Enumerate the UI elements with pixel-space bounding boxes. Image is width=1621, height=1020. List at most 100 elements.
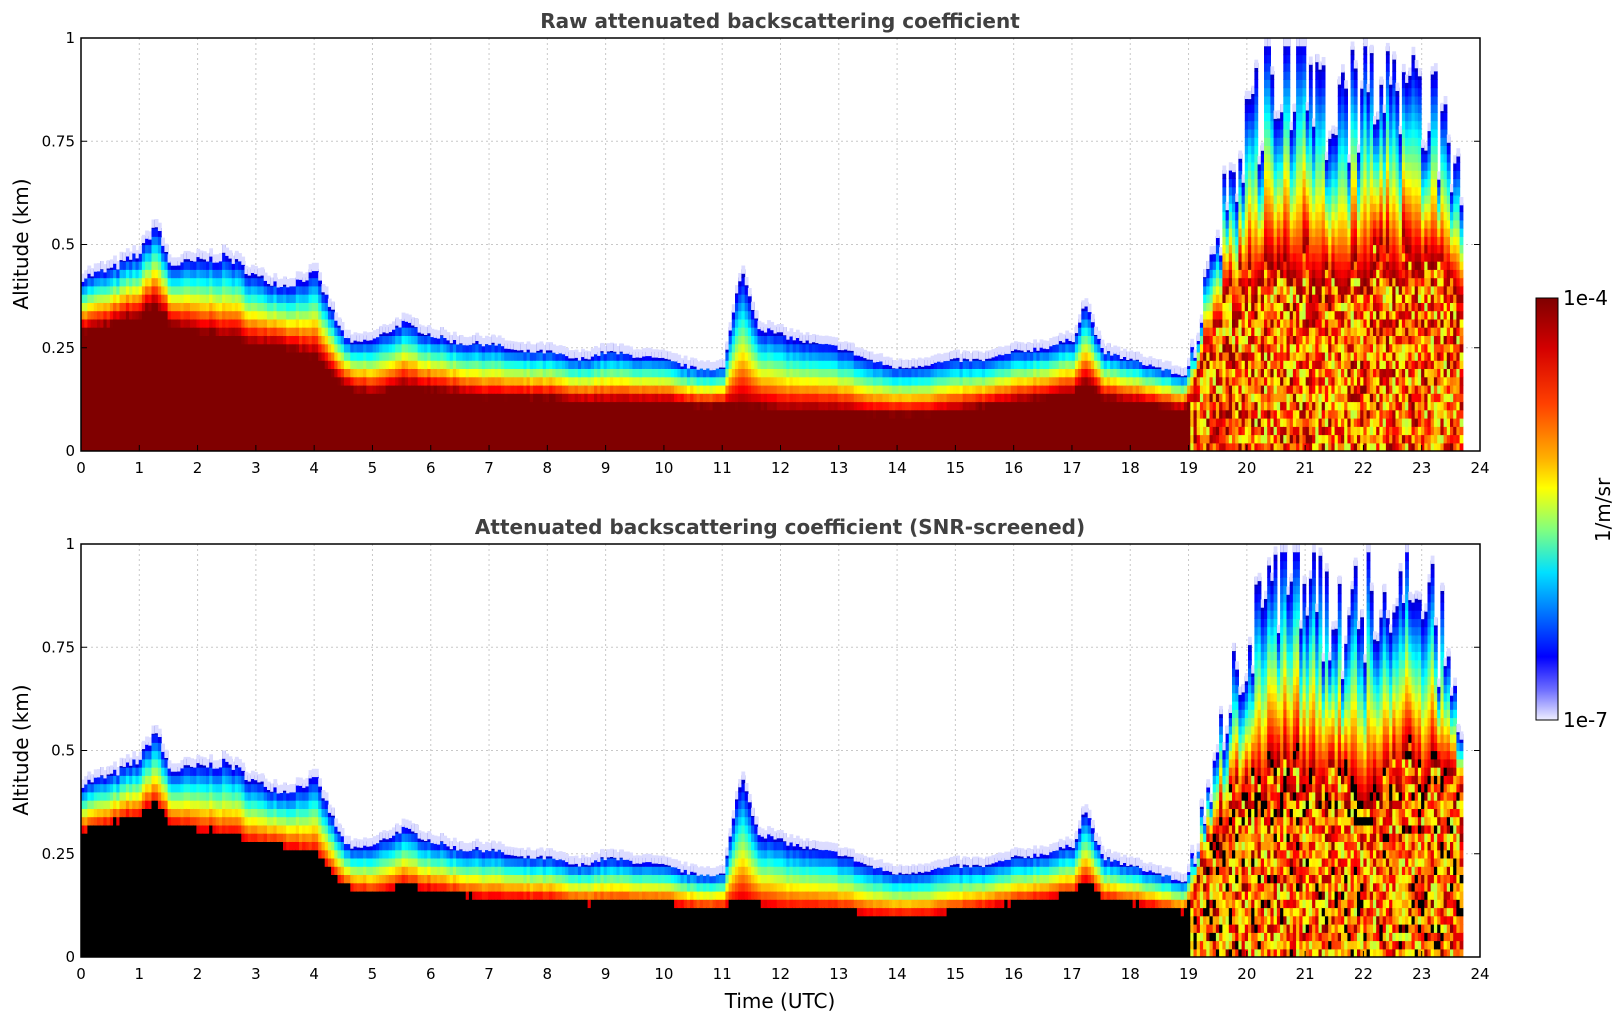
heatmap-cell [366, 368, 371, 378]
heatmap-cell [411, 393, 415, 403]
heatmap-cell [289, 278, 294, 287]
heatmap-cell [315, 360, 319, 369]
heatmap-cell [260, 318, 265, 328]
heatmap-cell [193, 269, 197, 279]
heatmap-cell [164, 343, 169, 353]
heatmap-cell [318, 384, 322, 394]
heatmap-cell [856, 401, 861, 411]
heatmap-cell [340, 384, 345, 394]
heatmap-cell [757, 327, 762, 336]
heatmap-cell [901, 384, 906, 394]
heatmap-cell [145, 360, 149, 369]
heatmap-cell [273, 434, 278, 444]
heatmap-cell [122, 418, 127, 427]
heatmap-cell [305, 318, 310, 328]
heatmap-cell [180, 401, 185, 411]
heatmap-cell [1042, 393, 1047, 403]
heatmap-cell [283, 393, 287, 403]
heatmap-cell [299, 384, 303, 394]
heatmap-cell [327, 335, 332, 345]
heatmap-cell [869, 442, 874, 451]
heatmap-cell [1039, 360, 1044, 369]
heatmap-cell [177, 277, 181, 287]
heatmap-cell [376, 401, 380, 411]
heatmap-cell [1014, 368, 1018, 378]
heatmap-cell [247, 409, 252, 419]
heatmap-cell [392, 434, 396, 444]
heatmap-cell [789, 360, 794, 369]
heatmap-cell [276, 442, 281, 451]
heatmap-cell [949, 442, 954, 451]
heatmap-cell [488, 360, 492, 369]
heatmap-cell [244, 302, 249, 312]
heatmap-cell [157, 418, 162, 427]
heatmap-cell [885, 434, 890, 444]
heatmap-cell [674, 409, 678, 419]
heatmap-cell [218, 401, 223, 411]
heatmap-cell [311, 409, 316, 419]
heatmap-cell [100, 368, 104, 378]
heatmap-cell [876, 353, 880, 362]
heatmap-cell [199, 269, 204, 279]
heatmap-cell [81, 273, 85, 282]
heatmap-cell [642, 360, 646, 369]
heatmap-cell [638, 384, 643, 394]
heatmap-cell [250, 285, 255, 295]
heatmap-cell [497, 418, 502, 427]
heatmap-cell [850, 434, 855, 444]
heatmap-cell [741, 302, 746, 312]
heatmap-cell [491, 368, 496, 378]
heatmap-cell [459, 335, 464, 344]
heatmap-cell [97, 263, 101, 272]
heatmap-cell [590, 426, 595, 436]
heatmap-cell [183, 261, 188, 270]
heatmap-cell [263, 277, 268, 287]
heatmap-cell [892, 409, 896, 419]
heatmap-cell [154, 393, 159, 403]
heatmap-cell [167, 360, 172, 369]
heatmap-cell [283, 294, 287, 303]
heatmap-cell [87, 360, 92, 369]
heatmap-cell [366, 351, 371, 361]
heatmap-cell [356, 401, 361, 411]
heatmap-cell [228, 261, 233, 270]
heatmap-cell [292, 442, 297, 451]
heatmap-cell [164, 442, 169, 451]
heatmap-cell [199, 442, 204, 451]
heatmap-cell [831, 401, 835, 411]
heatmap-cell [600, 418, 605, 427]
heatmap-cell [930, 409, 935, 419]
heatmap-cell [834, 376, 839, 386]
heatmap-cell [728, 335, 733, 345]
heatmap-cell [206, 302, 210, 312]
heatmap-cell [260, 376, 265, 386]
heatmap-cell [141, 401, 146, 411]
heatmap-cell [276, 368, 281, 378]
heatmap-cell [443, 393, 448, 403]
heatmap-cell [978, 442, 983, 451]
heatmap-cell [1007, 351, 1012, 361]
heatmap-cell [283, 409, 287, 419]
heatmap-cell [594, 418, 598, 427]
heatmap-cell [106, 285, 111, 295]
heatmap-cell [206, 253, 210, 262]
heatmap-cell [308, 264, 313, 273]
heatmap-cell [683, 442, 688, 451]
heatmap-cell [174, 351, 178, 361]
heatmap-cell [491, 442, 496, 451]
heatmap-cell [222, 277, 226, 287]
heatmap-cell [619, 376, 624, 386]
heatmap-cell [218, 409, 223, 419]
heatmap-cell [376, 328, 380, 338]
heatmap-cell [164, 368, 169, 378]
heatmap-cell [937, 384, 941, 394]
heatmap-cell [802, 409, 807, 419]
heatmap-cell [311, 351, 316, 361]
heatmap-cell [302, 327, 306, 336]
heatmap-cell [196, 277, 201, 287]
heatmap-cell [1023, 401, 1028, 411]
heatmap-cell [443, 329, 448, 338]
heatmap-cell [526, 418, 531, 427]
heatmap-cell [677, 360, 682, 369]
heatmap-cell [1026, 376, 1031, 386]
